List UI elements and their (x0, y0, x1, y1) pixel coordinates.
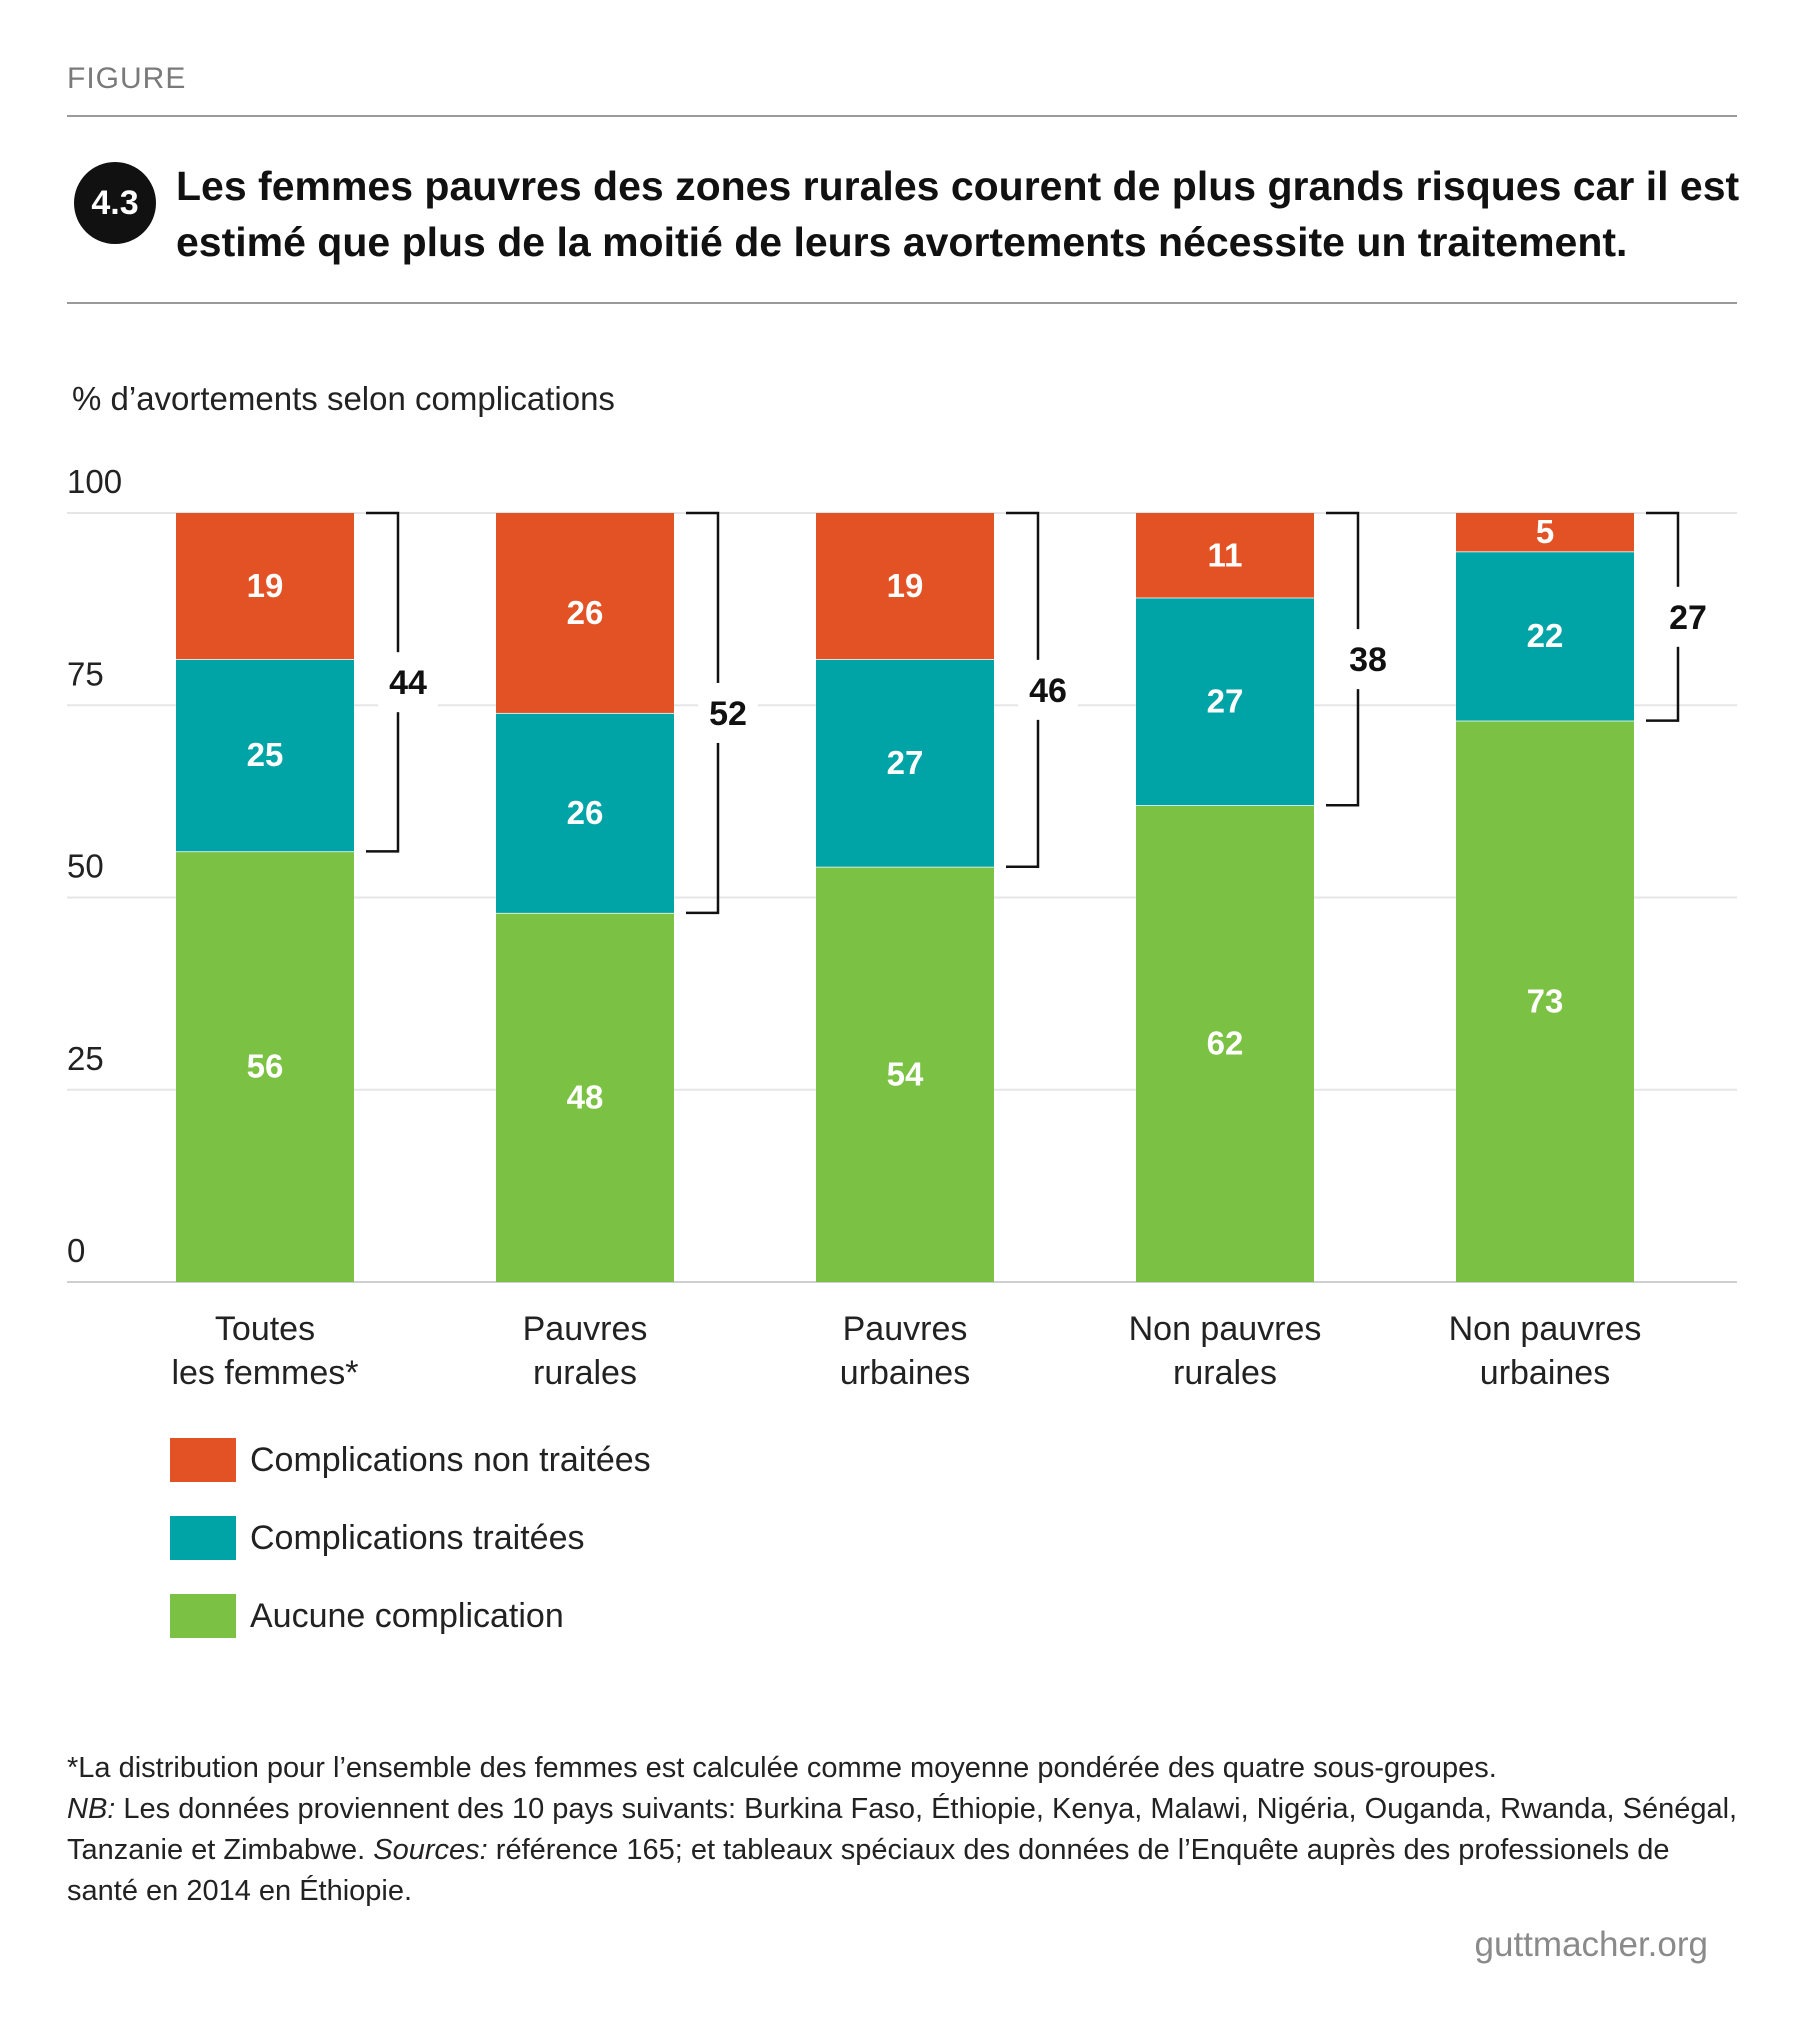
x-category-label-0-1: les femmes* (171, 1354, 358, 1392)
bracket-total-label-1: 52 (709, 695, 747, 733)
bar-value-label-3-0: 62 (1207, 1025, 1244, 1062)
x-category-label-1-0: Pauvres (523, 1310, 648, 1348)
footnote: *La distribution pour l’ensemble des fem… (67, 1752, 1497, 1784)
legend-item-non-traitees: Complications non traitées (170, 1438, 651, 1482)
legend-label-traitees: Complications traitées (250, 1518, 585, 1557)
legend-swatch-aucune (170, 1594, 236, 1638)
bar-segment-4-2 (1456, 513, 1634, 552)
chart-title-line-1: Les femmes pauvres des zones rurales cou… (176, 163, 1740, 209)
bar-segment-3-0 (1136, 805, 1314, 1282)
bar-segment-2-0 (816, 866, 994, 1282)
bracket-label-bg-2 (1018, 659, 1078, 720)
nb-and-sources: NB: Les données proviennent des 10 pays … (67, 1789, 1747, 1912)
bar-value-label-3-1: 27 (1207, 682, 1244, 719)
y-tick-label-50: 50 (67, 848, 104, 885)
bar-value-label-4-0: 73 (1527, 982, 1564, 1019)
bar-segment-0-1 (176, 659, 354, 852)
x-category-label-4-1: urbaines (1480, 1354, 1610, 1392)
x-category-label-1-1: rurales (533, 1354, 637, 1392)
sources-text: référence 165; et tableaux spéciaux des … (67, 1834, 1670, 1907)
bracket-total-label-2: 46 (1029, 672, 1067, 710)
x-category-label-2-1: urbaines (840, 1354, 970, 1392)
source-credit: guttmacher.org (1474, 1925, 1708, 1964)
bar-segment-1-2 (496, 513, 674, 713)
bar-value-label-3-2: 11 (1208, 536, 1243, 573)
bar-segment-3-1 (1136, 597, 1314, 806)
bar-value-label-0-1: 25 (247, 736, 284, 773)
chart-title-line-2: estimé que plus de la moitié de leurs av… (176, 219, 1628, 265)
x-category-label-2-0: Pauvres (843, 1310, 968, 1348)
bar-value-label-1-2: 26 (567, 594, 604, 631)
bar-value-label-0-2: 19 (247, 567, 284, 604)
x-category-label-3-0: Non pauvres (1129, 1310, 1322, 1348)
bar-value-label-2-1: 27 (887, 744, 924, 781)
bar-segment-0-0 (176, 851, 354, 1282)
bar-value-label-1-1: 26 (567, 794, 604, 831)
sources-label: Sources: (373, 1834, 488, 1866)
legend-item-aucune: Aucune complication (170, 1594, 651, 1638)
x-category-label-4-0: Non pauvres (1449, 1310, 1642, 1348)
figure-number-badge: 4.3 (74, 162, 156, 244)
bar-segment-1-0 (496, 912, 674, 1282)
x-category-label-3-1: rurales (1173, 1354, 1277, 1392)
bar-value-label-0-0: 56 (247, 1048, 284, 1085)
chart-notes: *La distribution pour l’ensemble des fem… (67, 1748, 1747, 1912)
legend-label-aucune: Aucune complication (250, 1596, 564, 1635)
legend-swatch-traitees (170, 1516, 236, 1560)
chart-legend: Complications non traitées Complications… (170, 1438, 651, 1672)
legend-item-traitees: Complications traitées (170, 1516, 651, 1560)
bracket-total-label-4: 27 (1669, 599, 1707, 637)
bar-value-label-2-2: 19 (887, 567, 924, 604)
y-tick-label-75: 75 (67, 655, 104, 692)
chart-title: Les femmes pauvres des zones rurales cou… (176, 158, 1746, 270)
bracket-label-bg-0 (378, 652, 438, 713)
y-tick-label-0: 0 (67, 1232, 85, 1269)
legend-swatch-non-traitees (170, 1438, 236, 1482)
bracket-label-bg-4 (1658, 586, 1718, 647)
bracket-total-label-3: 38 (1349, 641, 1387, 679)
bar-segment-3-2 (1136, 513, 1314, 598)
bracket-total-label-0: 44 (389, 664, 427, 702)
bar-value-label-4-1: 22 (1527, 617, 1564, 654)
bar-segment-1-1 (496, 712, 674, 913)
figure-label: FIGURE (67, 62, 187, 95)
bracket-label-bg-3 (1338, 629, 1398, 690)
bar-value-label-2-0: 54 (887, 1055, 924, 1092)
stacked-bar-chart: 0 25 50 75 100 56 25 19 44 Toutes les femmes* 48 26 2… (67, 463, 1737, 1392)
y-axis-label: % d’avortements selon complications (72, 380, 615, 417)
bar-segment-4-1 (1456, 551, 1634, 721)
bar-segment-2-1 (816, 659, 994, 867)
title-divider (67, 302, 1737, 304)
y-tick-label-100: 100 (67, 463, 122, 500)
bar-segment-2-2 (816, 513, 994, 660)
legend-label-non-traitees: Complications non traitées (250, 1440, 651, 1479)
bracket-label-bg-1 (698, 682, 758, 743)
y-tick-label-25: 25 (67, 1040, 104, 1077)
x-category-label-0-0: Toutes (215, 1310, 315, 1348)
bar-segment-0-2 (176, 513, 354, 660)
bar-value-label-4-2: 5 (1536, 513, 1554, 550)
bar-segment-4-0 (1456, 720, 1634, 1282)
bar-value-label-1-0: 48 (567, 1078, 604, 1115)
nb-text: Les données proviennent des 10 pays suiv… (67, 1793, 1738, 1866)
nb-label: NB: (67, 1793, 116, 1825)
top-divider (67, 115, 1737, 117)
